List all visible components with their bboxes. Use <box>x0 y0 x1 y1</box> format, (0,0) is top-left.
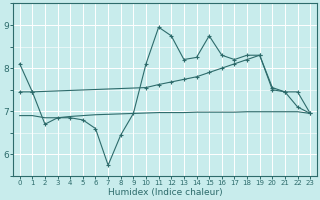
X-axis label: Humidex (Indice chaleur): Humidex (Indice chaleur) <box>108 188 222 197</box>
